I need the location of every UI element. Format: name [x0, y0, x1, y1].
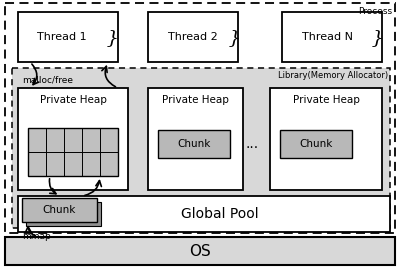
- Text: {: {: [224, 28, 236, 46]
- Bar: [28, 128, 118, 176]
- Bar: [22, 198, 97, 222]
- Text: Global Pool: Global Pool: [181, 207, 259, 221]
- Bar: [5, 237, 395, 265]
- Bar: [280, 130, 352, 158]
- Bar: [158, 130, 230, 158]
- Bar: [282, 12, 382, 62]
- Bar: [148, 88, 243, 190]
- Text: {: {: [367, 28, 379, 46]
- Bar: [270, 88, 382, 190]
- Bar: [18, 12, 118, 62]
- Text: Library(Memory Allocator): Library(Memory Allocator): [278, 71, 388, 80]
- Bar: [12, 68, 390, 228]
- Bar: [5, 3, 395, 233]
- Text: mmap: mmap: [22, 232, 51, 241]
- Text: Process: Process: [358, 7, 392, 16]
- Text: Private Heap: Private Heap: [40, 95, 106, 105]
- Text: ...: ...: [246, 137, 258, 151]
- Bar: [26, 202, 101, 226]
- Text: {: {: [102, 28, 114, 46]
- Text: OS: OS: [189, 243, 211, 259]
- Text: Thread 1: Thread 1: [37, 32, 87, 42]
- Text: Chunk: Chunk: [42, 205, 76, 215]
- Text: malloc/free: malloc/free: [22, 76, 73, 84]
- Bar: [18, 196, 390, 232]
- Text: Chunk: Chunk: [177, 139, 211, 149]
- Bar: [18, 88, 128, 190]
- Text: Private Heap: Private Heap: [162, 95, 228, 105]
- Text: Thread N: Thread N: [302, 32, 354, 42]
- Bar: [148, 12, 238, 62]
- Text: Chunk: Chunk: [299, 139, 333, 149]
- Text: Thread 2: Thread 2: [168, 32, 218, 42]
- Text: Private Heap: Private Heap: [292, 95, 360, 105]
